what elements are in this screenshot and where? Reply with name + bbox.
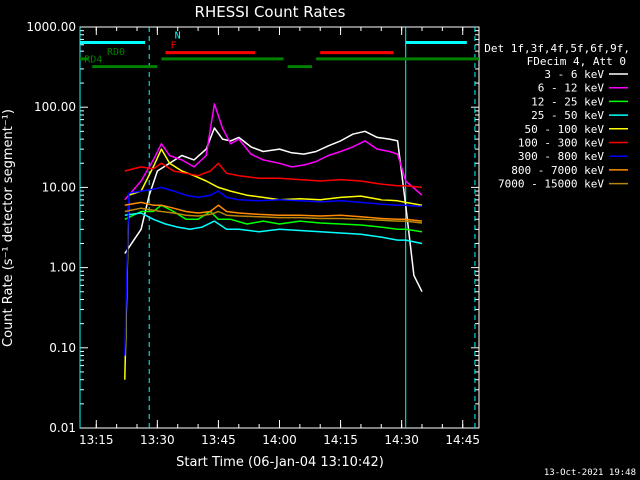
series-line-100-300-kev — [124, 162, 423, 189]
series-line-25-50-kev — [124, 212, 423, 245]
flag-label-n: N — [175, 31, 181, 42]
x-tick-label: 14:15 — [323, 433, 358, 447]
legend-label: 100 - 300 keV — [518, 137, 604, 150]
chart-title: RHESSI Count Rates — [195, 3, 346, 21]
legend-label: 12 - 25 keV — [531, 95, 604, 108]
y-tick-label: 1000.00 — [26, 20, 76, 34]
y-tick-label: 0.01 — [49, 421, 76, 435]
legend-label: 3 - 6 keV — [544, 68, 604, 81]
legend-label: 50 - 100 keV — [525, 123, 605, 136]
x-tick-label: 14:45 — [445, 433, 480, 447]
legend-header-decimation: FDecim 4, Att 0 — [527, 55, 626, 68]
legend-label: 7000 - 15000 keV — [498, 178, 604, 191]
legend-label: 800 - 7000 keV — [511, 164, 604, 177]
series-line-800-7000-kev — [124, 201, 423, 222]
series-line-6-12-kev — [124, 103, 423, 201]
series-group — [124, 103, 423, 380]
y-tick-label: 1.00 — [49, 261, 76, 275]
series-line-7000-15000-kev — [124, 207, 423, 224]
series-line-300-800-kev — [124, 186, 423, 356]
x-tick-label: 13:15 — [79, 433, 114, 447]
flag-label-f: F — [171, 41, 177, 52]
legend-label: 25 - 50 keV — [531, 109, 604, 122]
legend-header-detectors: Det 1f,3f,4f,5f,6f,9f, — [484, 42, 630, 55]
series-line-12-25-kev — [124, 204, 423, 233]
legend-label: 300 - 800 keV — [518, 150, 604, 163]
series-line-3-6-kev — [124, 127, 423, 293]
flag-bars: NF RD0 RD4 — [79, 27, 479, 428]
x-tick-label: 14:30 — [384, 433, 419, 447]
x-tick-label: 13:45 — [201, 433, 236, 447]
legend-label: 6 - 12 keV — [538, 82, 605, 95]
y-axis-label: Count Rate (s⁻¹ detector segment⁻¹) — [1, 109, 16, 347]
x-tick-label: 13:30 — [140, 433, 175, 447]
flag-label-rd0: RD0 — [107, 47, 125, 58]
y-tick-label: 10.00 — [42, 180, 76, 194]
flag-label-rd4: RD4 — [84, 55, 102, 66]
series-line-50-100-kev — [124, 148, 423, 380]
x-tick-label: 14:00 — [262, 433, 297, 447]
y-tick-label: 100.00 — [34, 100, 76, 114]
y-tick-label: 0.10 — [49, 341, 76, 355]
footer-date: 13-Oct-2021 19:48 — [544, 468, 636, 478]
x-axis-label: Start Time (06-Jan-04 13:10:42) — [176, 455, 384, 470]
